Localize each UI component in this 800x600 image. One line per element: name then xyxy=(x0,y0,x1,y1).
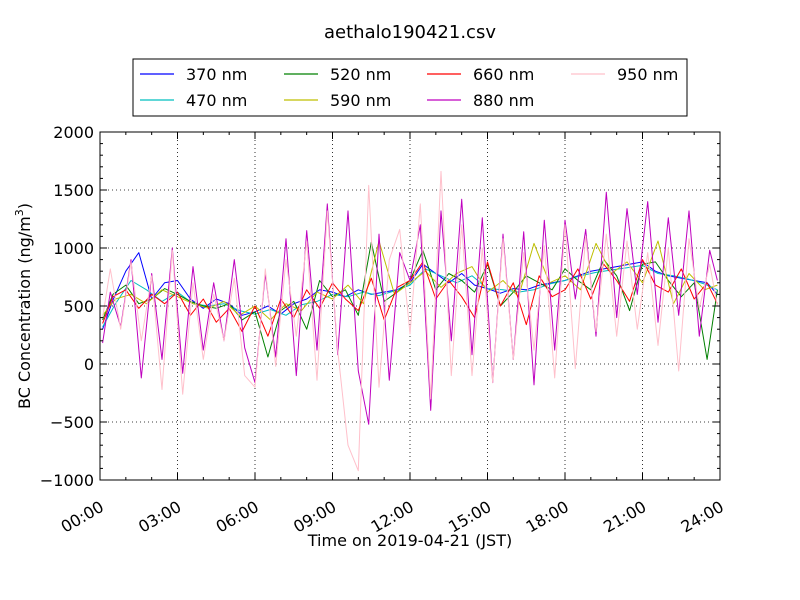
x-tick-label: 24:00 xyxy=(678,497,727,537)
grid xyxy=(100,132,720,480)
legend-frame xyxy=(132,58,688,117)
y-tick-label: 1000 xyxy=(53,239,94,258)
legend-label-660-nm: 660 nm xyxy=(473,65,534,84)
x-tick-label: 00:00 xyxy=(58,497,107,537)
legend-label-880-nm: 880 nm xyxy=(473,91,534,110)
x-tick-label: 21:00 xyxy=(600,497,649,537)
series-line-950-nm xyxy=(102,170,718,472)
legend-label-950-nm: 950 nm xyxy=(617,65,678,84)
y-axis-label-sup: 3 xyxy=(13,209,26,216)
x-tick-label: 18:00 xyxy=(523,497,572,537)
plot-frame xyxy=(99,131,721,481)
legend-label-590-nm: 590 nm xyxy=(330,91,391,110)
series-line-590-nm xyxy=(102,240,718,321)
y-tick-label: 2000 xyxy=(53,123,94,142)
x-tick-label: 03:00 xyxy=(135,497,184,537)
chart-title: aethalo190421.csv xyxy=(324,22,496,43)
y-tick-label: −500 xyxy=(50,413,94,432)
legend-label-370-nm: 370 nm xyxy=(186,65,247,84)
legend: 370 nm 470 nm 520 nm 590 nm 660 nm 880 nm 950 … xyxy=(132,58,688,117)
y-tick-label: 500 xyxy=(63,297,94,316)
x-axis-label: Time on 2019-04-21 (JST) xyxy=(307,531,512,550)
y-axis-label-end: ) xyxy=(15,203,34,209)
y-axis-label: BC Concentration (ng/m3) xyxy=(13,203,34,409)
y-tick-labels: −1000 −500 0 500 1000 1500 2000 xyxy=(40,123,94,490)
legend-label-470-nm: 470 nm xyxy=(186,91,247,110)
legend-label-520-nm: 520 nm xyxy=(330,65,391,84)
y-tick-label: 0 xyxy=(84,355,94,374)
y-tick-label: 1500 xyxy=(53,181,94,200)
y-axis-label-main: BC Concentration (ng/m xyxy=(15,216,34,409)
series-line-880-nm xyxy=(102,191,718,425)
series-lines xyxy=(102,170,718,472)
y-tick-label: −1000 xyxy=(40,471,94,490)
x-tick-label: 06:00 xyxy=(213,497,262,537)
